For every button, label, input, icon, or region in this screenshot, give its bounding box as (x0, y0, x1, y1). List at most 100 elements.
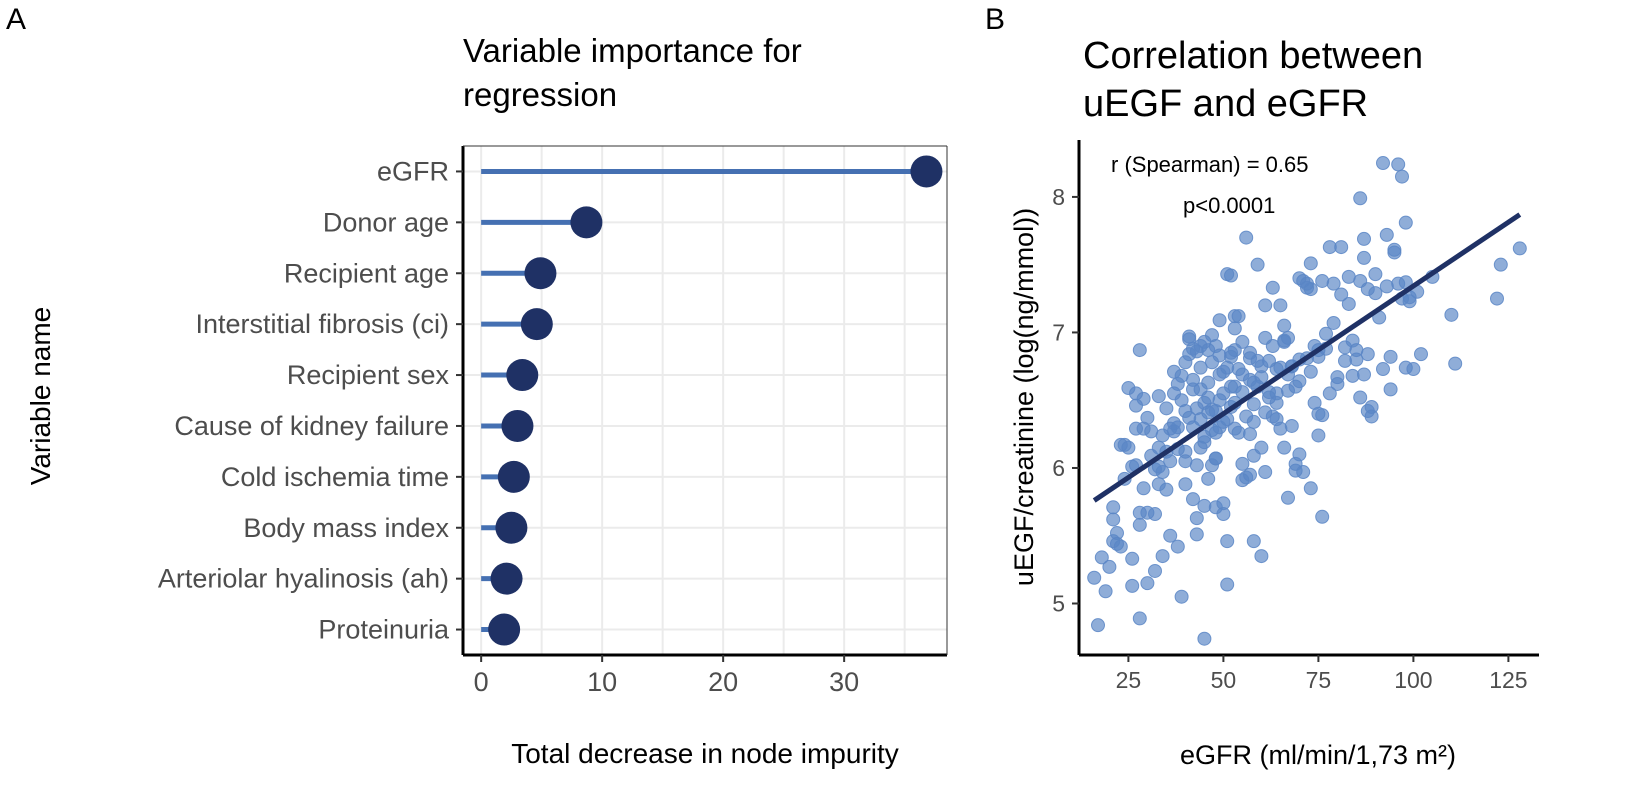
scatter-point (1303, 282, 1318, 297)
scatter-point (1227, 343, 1242, 358)
scatter-point (1227, 321, 1242, 336)
scatter-point (1231, 309, 1246, 324)
scatter-point (1208, 451, 1223, 466)
y-tick-label: 8 (1052, 184, 1065, 210)
scatter-point (1353, 390, 1368, 405)
scatter-point (1094, 550, 1109, 565)
scatter-point (1319, 326, 1333, 341)
scatter-point (1368, 267, 1383, 282)
lollipop-dot (570, 206, 603, 239)
scatter-point (1490, 291, 1504, 306)
scatter-point (1167, 364, 1181, 379)
scatter-point (1315, 273, 1330, 288)
scatter-point (1246, 397, 1261, 412)
scatter-point (1239, 230, 1254, 245)
x-tick-label: 25 (1116, 667, 1142, 693)
scatter-point (1414, 347, 1428, 362)
scatter-point (1178, 477, 1193, 492)
scatter-point (1273, 298, 1288, 313)
scatter-point (1341, 296, 1356, 311)
chart-b-plot-area: 5 6 7 8 25 50 75 100 125 (1052, 140, 1539, 693)
scatter-point (1281, 330, 1295, 345)
scatter-point (1224, 268, 1238, 283)
scatter-point (1246, 414, 1261, 429)
scatter-point (1148, 563, 1162, 578)
scatter-point (1212, 313, 1227, 328)
scatter-point (1155, 428, 1170, 443)
scatter-point (1148, 507, 1162, 522)
y-tick-label: Cold ischemia time (221, 462, 449, 492)
scatter-point (1220, 534, 1235, 549)
y-tick-label: Recipient age (284, 258, 449, 288)
scatter-point (1106, 512, 1121, 527)
scatter-point (1387, 245, 1402, 260)
y-tick-label: Arteriolar hyalinosis (ah) (158, 564, 449, 594)
scatter-point (1182, 329, 1197, 344)
scatter-point (1170, 539, 1185, 554)
x-tick-label: 20 (708, 667, 738, 697)
scatter-point (1151, 389, 1166, 404)
scatter-point (1353, 191, 1368, 206)
scatter-point (1326, 276, 1341, 291)
y-tick-label: Interstitial fibrosis (ci) (195, 309, 449, 339)
lollipop-dot (520, 308, 553, 341)
lollipop-dot (490, 562, 523, 595)
y-tick-label: Proteinuria (318, 615, 450, 645)
chart-a-title-line-2: regression (463, 76, 617, 113)
chart-b-annotation-pvalue: p<0.0001 (1183, 193, 1275, 218)
scatter-point (1284, 418, 1299, 433)
scatter-point (1106, 500, 1121, 515)
scatter-point (1205, 355, 1219, 370)
x-tick-label: 100 (1394, 667, 1432, 693)
scatter-point (1383, 349, 1398, 364)
scatter-point (1357, 231, 1371, 246)
scatter-point (1132, 611, 1147, 626)
scatter-point (1303, 364, 1318, 379)
scatter-point (1265, 280, 1280, 295)
x-tick-label: 50 (1211, 667, 1237, 693)
scatter-point (1216, 496, 1231, 511)
scatter-point (1091, 618, 1105, 633)
scatter-point (1273, 421, 1288, 436)
scatter-point (1163, 528, 1178, 543)
scatter-point (1406, 362, 1421, 377)
scatter-point (1189, 511, 1204, 526)
scatter-point (1322, 386, 1337, 401)
y-tick-label: eGFR (377, 156, 449, 186)
panel-label-a: A (6, 3, 26, 36)
x-tick-label: 30 (829, 667, 859, 697)
scatter-point (1197, 631, 1212, 646)
scatter-point (1357, 367, 1371, 382)
chart-a-x-axis-title: Total decrease in node impurity (511, 738, 899, 769)
scatter-point (1398, 215, 1413, 230)
scatter-point (1311, 428, 1326, 443)
scatter-point (1189, 458, 1204, 473)
scatter-point (1113, 539, 1128, 554)
chart-a-y-axis-title: Variable name (25, 307, 56, 485)
x-tick-label: 125 (1489, 667, 1527, 693)
chart-b-title-line-2: uEGF and eGFR (1083, 83, 1368, 125)
scatter-point (1292, 374, 1307, 389)
chart-b-y-axis-title: uEGF/creatinine (log(ng/mmol)) (1009, 208, 1039, 586)
scatter-point (1140, 576, 1155, 591)
scatter-point (1315, 509, 1330, 524)
x-tick-label: 10 (587, 667, 617, 697)
y-tick-label: 7 (1052, 319, 1065, 345)
scatter-point (1376, 362, 1390, 377)
lollipop-dot (488, 613, 521, 646)
y-tick-label: Cause of kidney failure (174, 411, 449, 441)
scatter-point (1235, 367, 1250, 382)
scatter-point (1159, 401, 1174, 416)
scatter-point (1243, 467, 1257, 482)
chart-b-title-line-1: Correlation between (1083, 35, 1423, 77)
scatter-point (1277, 318, 1292, 333)
scatter-point (1250, 257, 1265, 272)
lollipop-dot (524, 257, 557, 290)
scatter-point (1186, 492, 1200, 507)
scatter-point (1182, 410, 1197, 425)
scatter-point (1493, 257, 1508, 272)
panel-label-b: B (985, 3, 1005, 36)
scatter-point (1201, 405, 1216, 420)
y-tick-label: Donor age (323, 207, 449, 237)
scatter-point (1174, 589, 1189, 604)
